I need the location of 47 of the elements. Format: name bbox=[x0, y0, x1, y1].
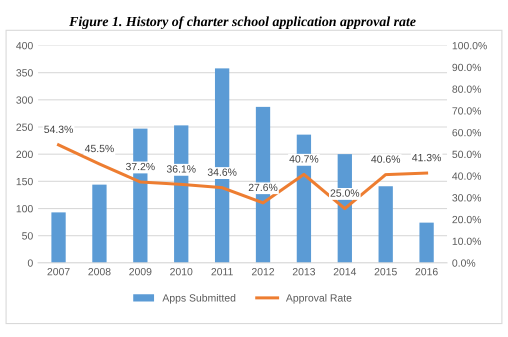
x-tick-label: 2012 bbox=[252, 268, 274, 276]
data-label: 34.6% bbox=[208, 168, 237, 176]
chart-title: Figure 1. History of charter school application approval rate bbox=[69, 16, 416, 30]
data-label: 27.6% bbox=[248, 184, 278, 192]
y2-tick-label: 60.0% bbox=[452, 128, 482, 136]
y-tick-label: 300 bbox=[16, 96, 33, 104]
x-tick-label: 2013 bbox=[292, 268, 316, 276]
y-tick-label: 200 bbox=[16, 150, 33, 158]
y2-tick-label: 30.0% bbox=[452, 194, 482, 202]
y-tick-label: 150 bbox=[16, 178, 33, 186]
x-tick-label: 2011 bbox=[211, 268, 233, 276]
y-tick-label: 0 bbox=[28, 259, 33, 267]
x-tick-label: 2008 bbox=[88, 268, 111, 276]
data-label: 36.1% bbox=[166, 165, 196, 173]
y2-tick-label: 100.0% bbox=[452, 42, 487, 50]
x-tick-label: 2016 bbox=[416, 268, 438, 276]
data-label: 37.2% bbox=[126, 162, 155, 170]
x-tick-label: 2007 bbox=[47, 268, 70, 276]
y2-tick-label: 80.0% bbox=[452, 85, 482, 93]
y2-tick-label: 70.0% bbox=[452, 107, 482, 115]
x-tick-label: 2009 bbox=[129, 268, 152, 276]
x-tick-label: 2015 bbox=[374, 268, 397, 276]
bar bbox=[378, 186, 393, 263]
bar bbox=[51, 212, 66, 263]
x-tick-label: 2010 bbox=[170, 268, 192, 276]
y-tick-label: 50 bbox=[22, 232, 33, 240]
y-tick-label: 400 bbox=[16, 42, 33, 50]
y-tick-label: 250 bbox=[16, 124, 33, 131]
data-label: 41.3% bbox=[412, 154, 441, 162]
legend-label: Approval Rate bbox=[286, 294, 352, 304]
data-label: 54.3% bbox=[44, 126, 73, 134]
data-label: 40.6% bbox=[371, 155, 400, 163]
x-tick-label: 2014 bbox=[334, 268, 356, 276]
y2-tick-label: 50.0% bbox=[452, 150, 482, 158]
y2-tick-label: 10.0% bbox=[452, 238, 482, 245]
bar bbox=[92, 184, 107, 263]
y2-tick-label: 0.0% bbox=[452, 259, 476, 267]
y-tick-label: 100 bbox=[16, 205, 33, 212]
y2-tick-label: 90.0% bbox=[452, 64, 482, 72]
data-label: 45.5% bbox=[84, 144, 114, 152]
bar bbox=[419, 222, 434, 263]
y2-tick-label: 20.0% bbox=[452, 216, 482, 224]
data-label: 40.7% bbox=[289, 155, 318, 163]
data-label: 25.0% bbox=[330, 189, 360, 197]
y2-tick-label: 40.0% bbox=[452, 172, 482, 180]
legend-label: Apps Submitted bbox=[162, 294, 236, 304]
y-tick-label: 350 bbox=[16, 69, 33, 77]
